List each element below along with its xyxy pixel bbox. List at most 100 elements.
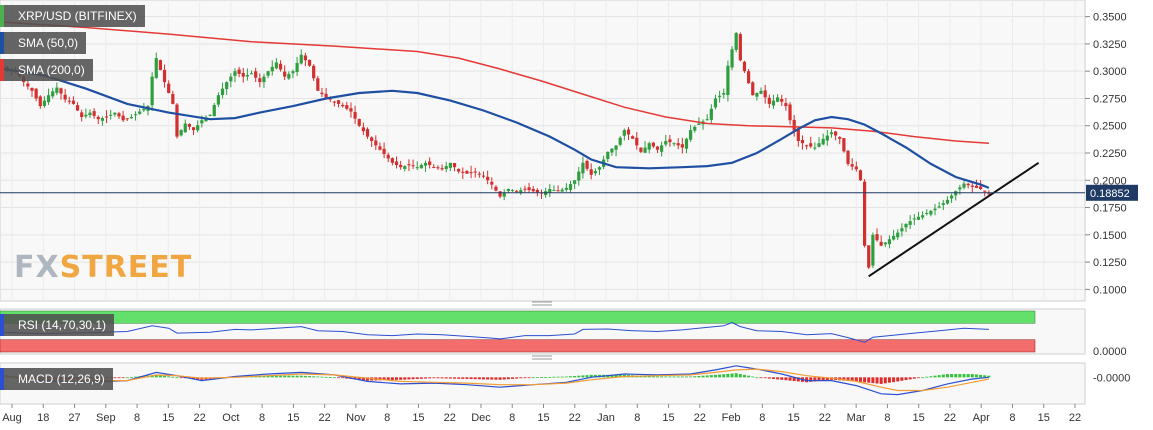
pair-label[interactable]: XRP/USD (BITFINEX) [0,5,145,27]
x-tick-label: 18 [37,412,49,424]
candle-body [481,175,486,177]
candle-body [519,190,523,193]
current-price-label: 0.18852 [1090,188,1130,200]
macd-histogram-bar [751,376,755,378]
candle-body [167,83,171,93]
sma50-line [2,67,990,189]
x-tick-label: 15 [162,412,174,424]
candle-body [100,118,105,121]
candle-body [411,165,415,167]
y-tick-label: 0.3250 [1093,39,1127,51]
y-tick-label: 0.2250 [1093,148,1127,160]
macd-histogram-bar [361,377,365,381]
candle-body [494,186,498,191]
main-pane-bg [0,0,1086,302]
macd-histogram-bar [664,376,668,378]
pane-resize-handle-1[interactable] [532,301,552,306]
candle-body [610,148,614,153]
y-tick-label: 0.3000 [1093,66,1127,78]
macd-histogram-bar [771,377,775,379]
x-tick-label: Oct [222,412,239,424]
candle-body [324,93,328,98]
macd-histogram-bar [531,377,535,379]
macd-histogram-bar [921,377,925,379]
macd-histogram-bar [299,375,303,378]
macd-histogram-bar [175,377,179,379]
candle-body [817,143,821,147]
macd-histogram-bar [535,377,539,379]
candle-body [96,116,100,120]
candle-body [59,88,63,94]
macd-histogram-bar [871,377,875,384]
candle-body [978,186,983,189]
macd-histogram-bar [730,373,734,378]
candle-body [664,141,668,145]
candle-body [138,111,142,114]
macd-histogram-bar [643,375,647,378]
candle-body [510,190,515,192]
x-tick-label: 22 [319,412,331,424]
candle-body [548,189,552,193]
macd-histogram-bar [950,374,954,378]
rsi-oversold-zone [0,339,1036,353]
macd-histogram-bar [320,376,324,378]
candle-body [763,90,767,98]
macd-histogram-bar [134,376,138,378]
candle-body [589,169,593,175]
candle-body [121,115,125,121]
macd-histogram-bar [660,376,664,378]
candle-body [303,55,307,61]
macd-histogram-bar [444,377,448,379]
candle-body [825,135,829,141]
candle-body [394,161,399,165]
macd-label[interactable]: MACD (12,26,9) [0,368,113,390]
candle-body [854,166,858,170]
macd-histogram-bar [457,377,461,379]
sma50-label[interactable]: SMA (50,0) [0,32,87,54]
candle-body [606,151,610,159]
macd-histogram-bar [573,375,577,378]
candle-body [162,69,167,83]
candle-body [349,108,353,112]
candle-body [809,143,813,147]
candle-body [767,97,771,104]
macd-histogram-bar [465,377,469,379]
candle-body [776,97,780,102]
macd-histogram-bar [755,377,759,379]
candle-body [477,173,481,175]
macd-histogram-bar [954,374,958,378]
macd-histogram-bar [693,376,697,378]
x-tick-label: 22 [193,412,205,424]
macd-histogram-bar [647,376,651,378]
candle-body [175,104,179,137]
macd-histogram-bar [742,374,746,378]
rsi-label[interactable]: RSI (14,70,30,1) [0,314,115,336]
candle-body [722,93,726,95]
candle-body [307,59,312,66]
candle-body [200,120,204,124]
candle-body [179,130,183,136]
pane-resize-handle-2[interactable] [532,355,552,360]
candle-body [813,147,817,149]
candle-body [788,104,792,121]
macd-histogram-bar [979,374,983,378]
candle-body [461,171,465,173]
sma200-label[interactable]: SMA (200,0) [0,59,93,81]
candle-body [631,136,635,139]
candle-body [312,65,316,79]
macd-histogram-bar [722,374,726,378]
candle-body [254,71,258,78]
candle-body [216,95,220,105]
candle-body [237,69,241,74]
candle-body [341,104,345,107]
macd-histogram-bar [900,377,904,381]
y-tick-label: 0.2000 [1093,175,1127,187]
macd-histogram-bar [933,375,937,378]
y-tick-label: 0.1750 [1093,203,1127,215]
candle-body [469,172,473,174]
macd-histogram-bar [544,377,548,378]
candle-body [129,117,134,119]
macd-histogram-bar [705,375,709,378]
x-tick-label: 27 [68,412,80,424]
